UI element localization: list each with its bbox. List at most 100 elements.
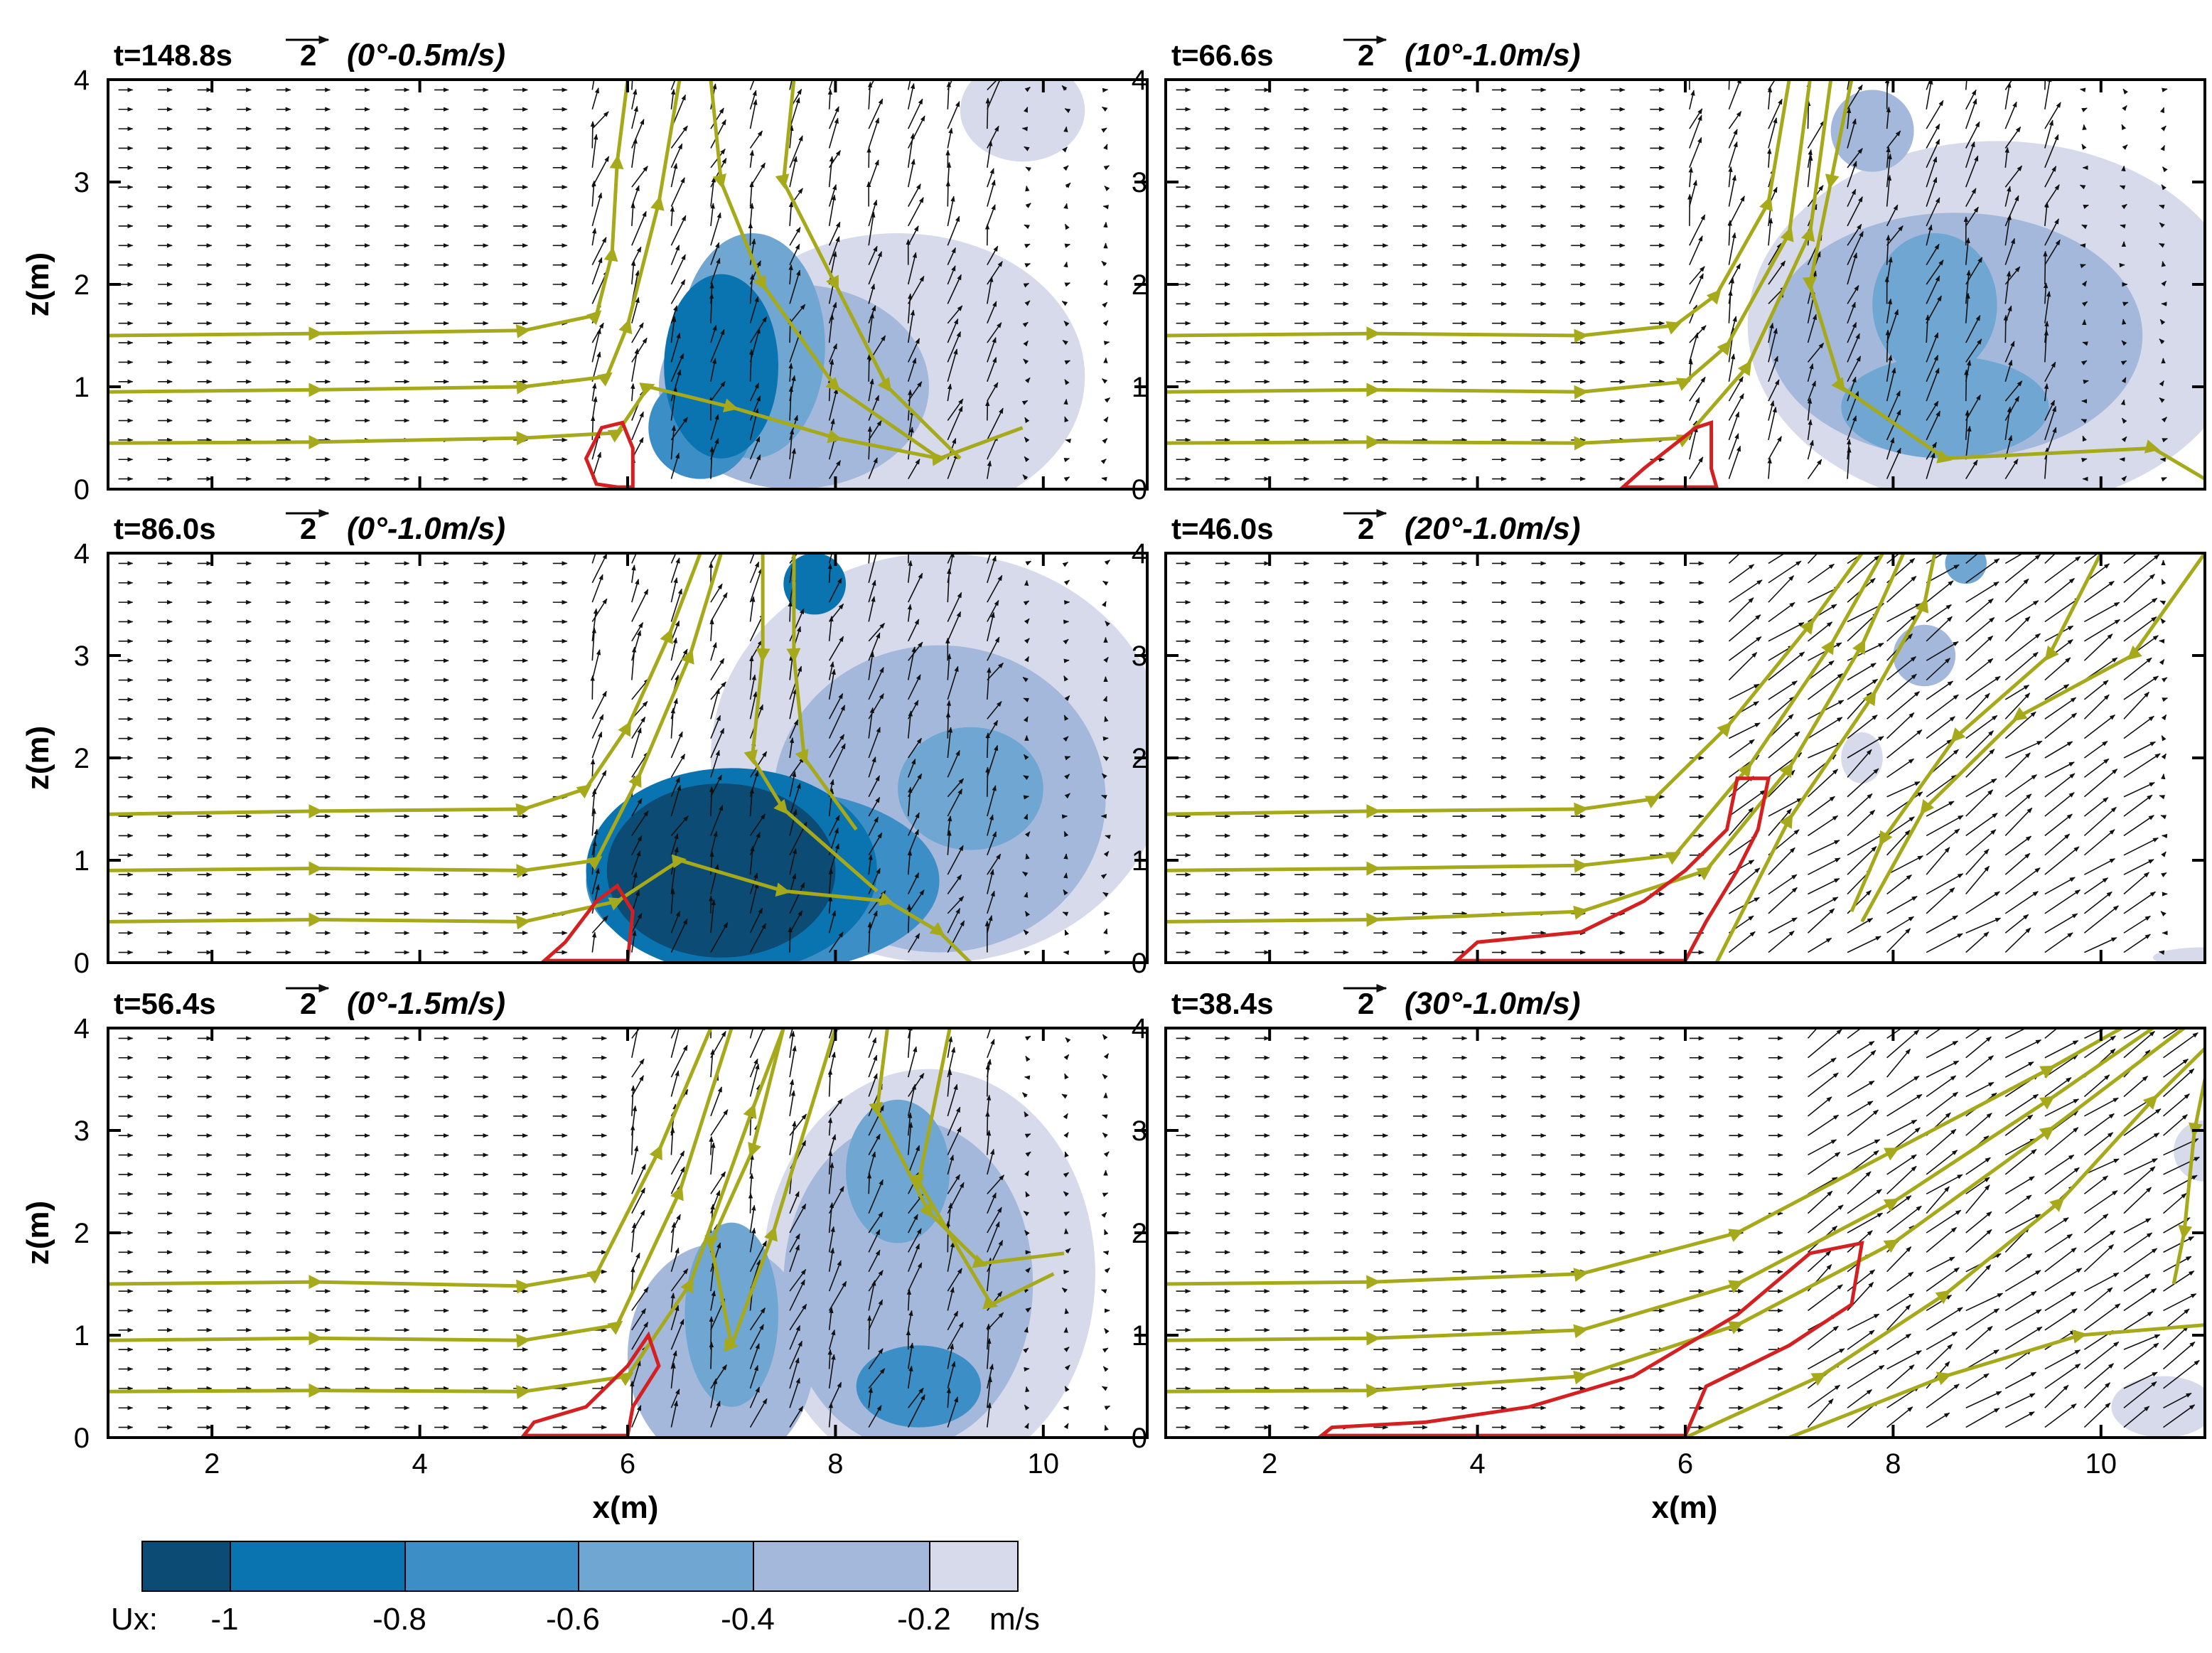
velocity-vector (2163, 1236, 2194, 1253)
streamline (775, 80, 962, 460)
velocity-vector (591, 931, 597, 953)
velocity-vector (947, 196, 955, 227)
colorbar-tick-label: -0.8 (372, 1602, 426, 1637)
velocity-vector (1926, 847, 1950, 875)
ux-contour-patch (2111, 1376, 2205, 1438)
velocity-vector (1808, 1096, 1832, 1117)
velocity-vector (710, 830, 718, 855)
panel-0deg-0.5: 0 1 2 3 4 z(m) t=148.8s 2 (0°-0.5m/s) (21, 36, 1149, 505)
velocity-vector (2004, 82, 2012, 109)
velocity-vector (1063, 638, 1069, 645)
velocity-vector (1847, 1330, 1875, 1350)
velocity-vector (2044, 712, 2078, 739)
velocity-vector (2004, 1270, 2041, 1292)
velocity-vector (2083, 619, 2121, 642)
velocity-vector (670, 557, 680, 584)
velocity-vector (710, 1109, 729, 1136)
velocity-vector (749, 832, 761, 856)
colorbar-tick-label: -0.2 (897, 1602, 951, 1637)
velocity-vector (631, 166, 648, 188)
velocity-vector (1689, 397, 1700, 421)
velocity-vector (1847, 936, 1881, 953)
velocity-vector (1102, 1192, 1109, 1197)
velocity-vector (2121, 476, 2127, 482)
velocity-vector (1689, 108, 1703, 129)
velocity-vector (947, 788, 963, 817)
velocity-vector (590, 121, 596, 149)
y-tick-label: 4 (74, 65, 90, 96)
velocity-vector (631, 565, 636, 583)
velocity-vector (2123, 1232, 2153, 1253)
velocity-vector (987, 636, 1000, 661)
velocity-vector (947, 383, 952, 402)
velocity-vector (1063, 830, 1069, 838)
velocity-vector (868, 693, 884, 719)
velocity-vector (670, 177, 685, 207)
velocity-vector (1024, 437, 1030, 443)
velocity-vector (2044, 1403, 2077, 1428)
velocity-vector (1886, 1154, 1917, 1175)
velocity-vector (1886, 916, 1915, 934)
velocity-vector (1021, 400, 1029, 405)
velocity-vector (1063, 579, 1070, 586)
y-tick-label: 2 (74, 743, 90, 774)
velocity-vector (749, 596, 756, 622)
reference-vector-label: 2 (1358, 987, 1374, 1020)
velocity-vector (1965, 89, 1977, 110)
velocity-vector (1847, 809, 1876, 837)
velocity-vector (1965, 635, 1994, 661)
velocity-vector (2080, 243, 2086, 248)
velocity-vector (987, 553, 992, 564)
velocity-vector (710, 681, 726, 700)
velocity-vector (2004, 1411, 2035, 1428)
velocity-vector (1728, 579, 1763, 603)
velocity-vector (2043, 250, 2048, 285)
velocity-vector (631, 137, 638, 168)
velocity-vector (2123, 691, 2149, 719)
velocity-vector (987, 890, 995, 914)
velocity-vector (1965, 141, 1975, 168)
velocity-vector (591, 192, 603, 227)
panel-time: t=46.0s (1171, 512, 1274, 545)
colorbar-unit: m/s (989, 1602, 1040, 1637)
velocity-vector (749, 813, 766, 836)
velocity-vector (1023, 775, 1029, 781)
velocity-vector (1024, 892, 1029, 898)
velocity-vector (1024, 243, 1031, 249)
velocity-vector (1926, 873, 1964, 895)
streamline (108, 1028, 713, 1294)
velocity-vector (2161, 579, 2167, 585)
velocity-vector (1847, 1101, 1874, 1117)
velocity-vector (591, 111, 609, 129)
velocity-vector (749, 149, 754, 168)
velocity-vector (2083, 1190, 2118, 1214)
velocity-vector (987, 611, 995, 642)
velocity-vector (1063, 165, 1069, 171)
velocity-vector (907, 1028, 912, 1039)
velocity-vector (2123, 891, 2157, 914)
colorbar: -1 -0.8 -0.6 -0.4 -0.2 (141, 1541, 1019, 1637)
velocity-vector (1102, 773, 1107, 779)
panel-time: t=86.0s (114, 512, 216, 545)
velocity-vector (630, 1085, 635, 1116)
streamline (1166, 1028, 2186, 1398)
velocity-vector (2044, 134, 2059, 168)
velocity-vector (1102, 1074, 1108, 1080)
velocity-vector (1886, 1406, 1913, 1428)
velocity-vector (1847, 1349, 1879, 1370)
velocity-vector (1965, 1408, 2000, 1428)
velocity-vector (631, 553, 638, 564)
velocity-vector (2004, 1393, 2036, 1408)
velocity-vector (1965, 1113, 1992, 1136)
velocity-vector (2123, 1166, 2156, 1194)
velocity-vector (947, 215, 960, 246)
velocity-vector (2044, 1363, 2081, 1389)
velocity-vector (2083, 741, 2108, 759)
y-tick-label: 2 (1132, 269, 1147, 301)
velocity-vector (1102, 320, 1109, 326)
velocity-vector (2083, 797, 2109, 817)
velocity-vector (1024, 911, 1031, 917)
velocity-vector (2082, 341, 2088, 346)
velocity-vector (710, 749, 720, 778)
velocity-vector (1926, 604, 1952, 623)
